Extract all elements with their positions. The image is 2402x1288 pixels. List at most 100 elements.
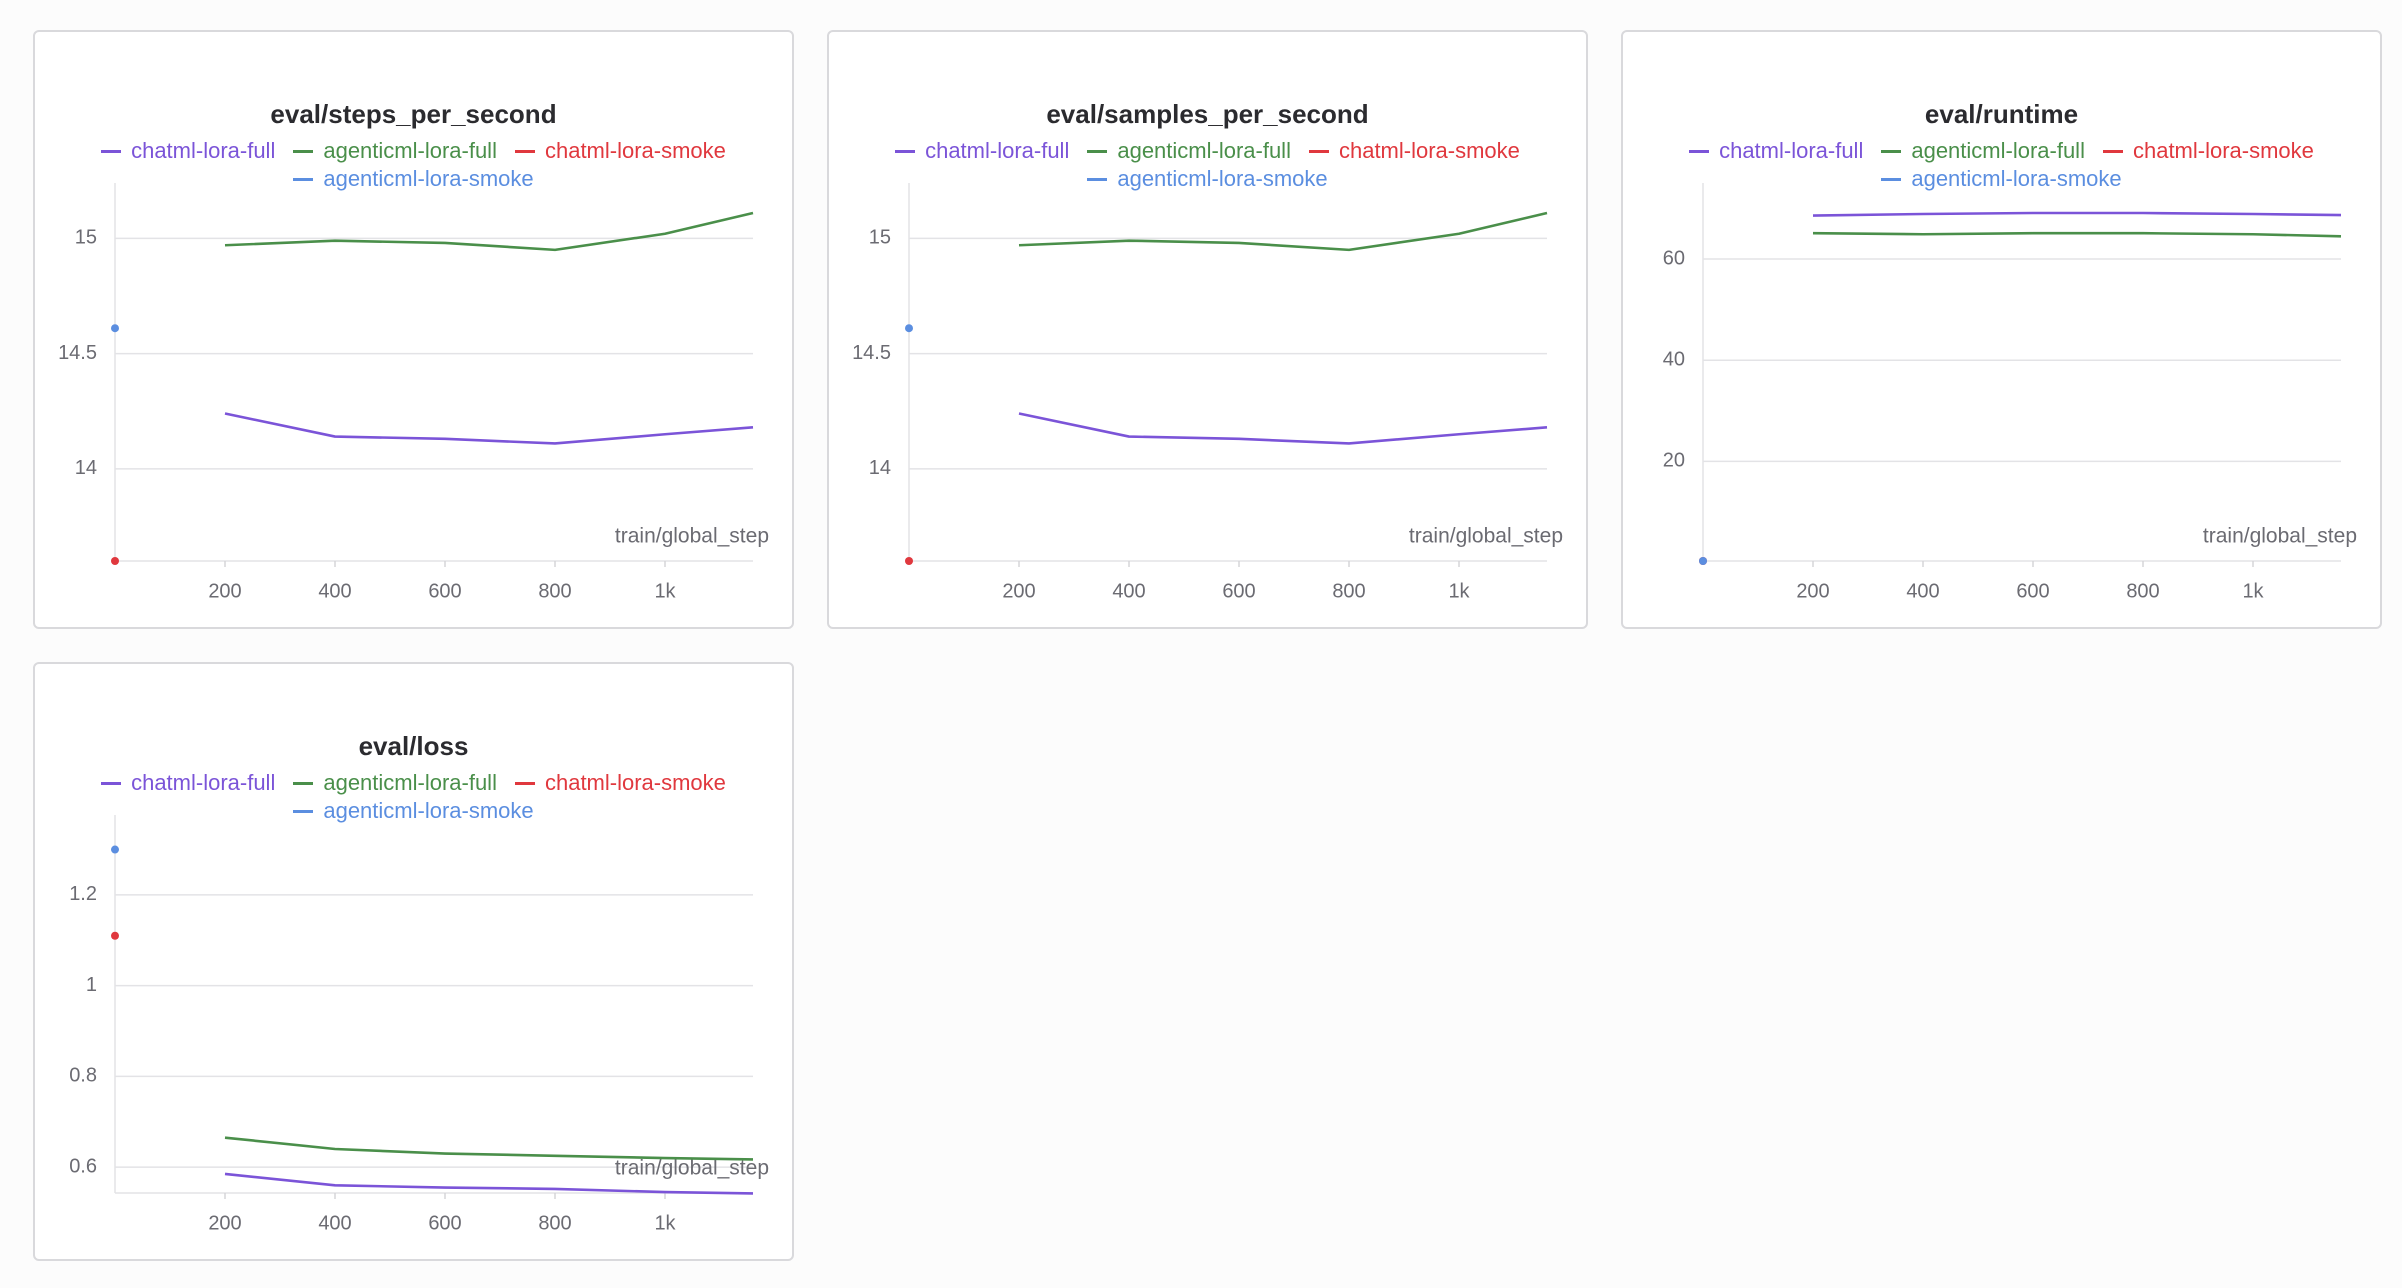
y-tick-label: 15 <box>75 227 97 249</box>
legend-label: agenticml-lora-full <box>323 770 497 795</box>
legend-label: chatml-lora-smoke <box>544 138 726 163</box>
series-line <box>1018 412 1548 445</box>
legend-swatch <box>293 149 314 153</box>
series-line <box>1018 211 1548 252</box>
legend-swatch <box>514 781 535 785</box>
legend-label: agenticml-lora-full <box>1117 138 1291 163</box>
legend-swatch <box>101 781 122 785</box>
chart-panel: eval/samples_per_second 14 14.5 15 200 400 600… <box>827 30 1588 629</box>
legend-item: agenticml-lora-smoke <box>293 166 534 192</box>
y-tick-label: 1 <box>86 974 97 996</box>
y-tick-label: 60 <box>1663 247 1685 269</box>
legend-item: chatml-lora-full <box>101 138 275 164</box>
legend-label: chatml-lora-smoke <box>1338 138 1520 163</box>
x-axis-label: train/global_step <box>615 1157 769 1180</box>
legend-swatch <box>293 809 314 813</box>
chart-panel: eval/steps_per_second 14 14.5 15 200 400 600 80… <box>33 30 794 629</box>
legend-label: agenticml-lora-smoke <box>1117 166 1328 191</box>
x-tick-label: 600 <box>428 580 461 602</box>
chart: eval/samples_per_second 14 14.5 15 200 400 600… <box>852 99 1563 602</box>
data-point <box>111 931 119 940</box>
legend-item: agenticml-lora-full <box>293 770 497 796</box>
x-tick-label: 1k <box>654 1212 676 1234</box>
x-tick-label: 400 <box>1112 580 1145 602</box>
x-axis-label: train/global_step <box>1409 525 1563 548</box>
legend-item: chatml-lora-full <box>1689 138 1863 164</box>
data-point <box>111 845 119 854</box>
legend-item: agenticml-lora-smoke <box>1881 166 2122 192</box>
series-line <box>224 1172 754 1195</box>
legend-item: chatml-lora-smoke <box>2102 138 2314 164</box>
legend-item: agenticml-lora-full <box>1087 138 1291 164</box>
x-tick-label: 1k <box>654 580 676 602</box>
legend-item: chatml-lora-smoke <box>514 138 726 164</box>
series-line <box>224 211 754 252</box>
x-tick-label: 800 <box>2126 580 2159 602</box>
legend-swatch <box>1881 177 1902 181</box>
data-point <box>111 324 119 333</box>
series-line <box>1812 231 2342 238</box>
x-tick-label: 400 <box>1906 580 1939 602</box>
legend-label: chatml-lora-full <box>131 770 276 795</box>
y-tick-label: 14 <box>75 457 97 479</box>
legend-label: chatml-lora-full <box>925 138 1070 163</box>
chart-panel: eval/loss 0.6 0.8 1 1.2 200 400 600 800 1k train/g… <box>33 662 794 1261</box>
legend-item: chatml-lora-full <box>101 770 275 796</box>
legend-swatch <box>895 149 916 153</box>
data-point <box>111 557 119 565</box>
x-tick-label: 800 <box>538 1212 571 1234</box>
x-tick-label: 400 <box>318 1212 351 1234</box>
legend-swatch <box>1087 149 1108 153</box>
y-tick-label: 0.6 <box>69 1155 97 1177</box>
legend: chatml-lora-full agenticml-lora-full chatm… <box>65 770 762 824</box>
legend-swatch <box>293 177 314 181</box>
legend-item: agenticml-lora-full <box>1881 138 2085 164</box>
legend-item: agenticml-lora-smoke <box>293 798 534 824</box>
x-tick-label: 200 <box>208 1212 241 1234</box>
x-axis-label: train/global_step <box>2203 525 2357 548</box>
legend-swatch <box>101 149 122 153</box>
legend-label: chatml-lora-full <box>131 138 276 163</box>
data-point <box>1699 557 1707 565</box>
y-tick-label: 14 <box>869 457 891 479</box>
legend-item: agenticml-lora-full <box>293 138 497 164</box>
legend-swatch <box>1881 149 1902 153</box>
legend-label: agenticml-lora-smoke <box>323 798 534 823</box>
legend-swatch <box>514 149 535 153</box>
chart-title: eval/samples_per_second <box>1046 99 1368 129</box>
x-tick-label: 1k <box>2242 580 2264 602</box>
y-tick-label: 0.8 <box>69 1065 97 1087</box>
legend-label: chatml-lora-full <box>1719 138 1864 163</box>
legend-label: agenticml-lora-smoke <box>1911 166 2122 191</box>
legend-label: agenticml-lora-smoke <box>323 166 534 191</box>
y-tick-label: 14.5 <box>58 342 97 364</box>
x-tick-label: 200 <box>208 580 241 602</box>
legend-swatch <box>1087 177 1108 181</box>
x-tick-label: 200 <box>1002 580 1035 602</box>
x-tick-label: 400 <box>318 580 351 602</box>
legend-item: chatml-lora-full <box>895 138 1069 164</box>
x-tick-label: 800 <box>538 580 571 602</box>
chart-panel: eval/runtime 20 40 60 200 400 600 800 1k train/gl… <box>1621 30 2382 629</box>
legend-swatch <box>2102 149 2123 153</box>
chart-title: eval/runtime <box>1925 99 2078 129</box>
y-tick-label: 40 <box>1663 348 1685 370</box>
chart: eval/loss 0.6 0.8 1 1.2 200 400 600 800 1k train/g… <box>69 731 769 1234</box>
chart: eval/steps_per_second 14 14.5 15 200 400 600 80… <box>58 99 769 602</box>
legend-swatch <box>1689 149 1710 153</box>
legend-label: agenticml-lora-full <box>323 138 497 163</box>
y-tick-label: 1.2 <box>69 883 97 905</box>
series-line <box>224 1136 754 1161</box>
data-point <box>905 557 913 565</box>
series-line <box>1812 211 2342 217</box>
x-tick-label: 1k <box>1448 580 1470 602</box>
data-point <box>905 324 913 333</box>
legend: chatml-lora-full agenticml-lora-full chatm… <box>65 138 762 192</box>
y-tick-label: 14.5 <box>852 342 891 364</box>
legend-label: agenticml-lora-full <box>1911 138 2085 163</box>
x-axis-label: train/global_step <box>615 525 769 548</box>
legend-item: agenticml-lora-smoke <box>1087 166 1328 192</box>
x-tick-label: 600 <box>428 1212 461 1234</box>
x-tick-label: 200 <box>1796 580 1829 602</box>
